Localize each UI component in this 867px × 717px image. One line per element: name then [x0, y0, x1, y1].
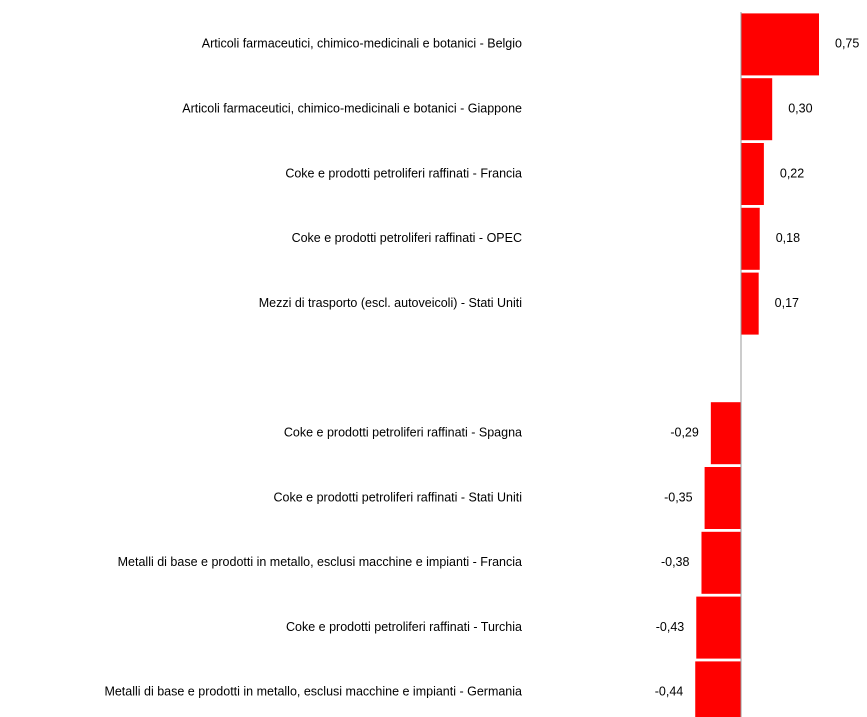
bar: [695, 661, 741, 717]
bar: [710, 402, 741, 465]
bar: [701, 531, 741, 594]
value-label: 0,17: [775, 296, 799, 310]
value-label: -0,35: [664, 490, 693, 504]
bar: [704, 467, 741, 529]
bar: [741, 78, 773, 141]
category-label: Metalli di base e prodotti in metallo, e…: [104, 685, 522, 699]
value-label: 0,75: [835, 37, 859, 51]
category-label: Coke e prodotti petroliferi raffinati - …: [285, 166, 522, 180]
value-label: 0,30: [788, 101, 812, 115]
category-label: Coke e prodotti petroliferi raffinati - …: [292, 231, 522, 245]
category-label: Mezzi di trasporto (escl. autoveicoli) -…: [259, 296, 522, 310]
value-label: -0,29: [670, 425, 699, 439]
category-label: Articoli farmaceutici, chimico-medicinal…: [202, 37, 522, 51]
bar: [696, 596, 741, 659]
bar: [741, 207, 760, 270]
bar: [741, 272, 759, 335]
category-label: Articoli farmaceutici, chimico-medicinal…: [182, 101, 522, 115]
bar: [741, 143, 764, 205]
value-label: -0,43: [656, 620, 685, 634]
value-label: 0,18: [776, 231, 800, 245]
category-label: Coke e prodotti petroliferi raffinati - …: [284, 425, 522, 439]
value-label: 0,22: [780, 166, 804, 180]
value-label: -0,38: [661, 555, 690, 569]
category-label: Metalli di base e prodotti in metallo, e…: [118, 555, 522, 569]
category-label: Coke e prodotti petroliferi raffinati - …: [274, 490, 523, 504]
category-label: Coke e prodotti petroliferi raffinati - …: [286, 620, 522, 634]
value-label: -0,44: [655, 685, 684, 699]
bar: [741, 13, 819, 76]
